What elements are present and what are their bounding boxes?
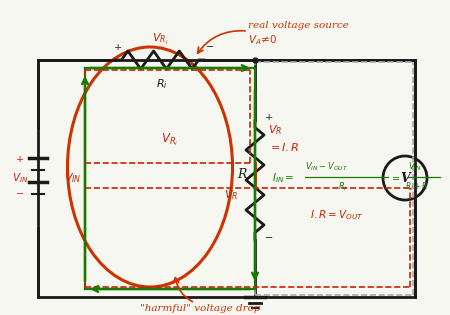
Text: R: R [237,169,247,181]
Text: $V_A≠0$: $V_A≠0$ [248,33,277,47]
Text: "harmful" voltage drop: "harmful" voltage drop [140,304,260,313]
Text: $R_i$: $R_i$ [338,181,347,193]
Text: +: + [16,156,24,164]
Text: $= I. R$: $= I. R$ [268,141,299,153]
Text: $R_i+R$: $R_i+R$ [405,181,428,193]
Text: $V_R$: $V_R$ [224,188,238,202]
Text: $I.R = V_{OUT}$: $I.R = V_{OUT}$ [310,208,363,222]
Text: $V_{IN}$: $V_{IN}$ [64,171,82,185]
Text: $V_R$: $V_R$ [268,123,282,137]
Text: $I_{IN}=$: $I_{IN}=$ [272,171,295,185]
Text: $V_{R_i}$: $V_{R_i}$ [152,32,168,47]
Text: real voltage source: real voltage source [248,20,349,30]
Text: $V_{IN}-V_{OUT}$: $V_{IN}-V_{OUT}$ [305,161,348,173]
Text: V: V [400,171,410,185]
Text: $R_i$: $R_i$ [156,77,168,91]
Text: $V_{R_i}$: $V_{R_i}$ [162,132,179,148]
Text: +: + [114,43,122,52]
Text: $V_{IN}$: $V_{IN}$ [408,161,422,173]
Text: −: − [265,234,273,243]
Text: $V_{IN}$: $V_{IN}$ [12,171,28,185]
Text: +: + [265,112,273,122]
Text: $=$: $=$ [390,174,401,182]
Text: −: − [16,191,24,199]
Text: −: − [206,43,214,52]
